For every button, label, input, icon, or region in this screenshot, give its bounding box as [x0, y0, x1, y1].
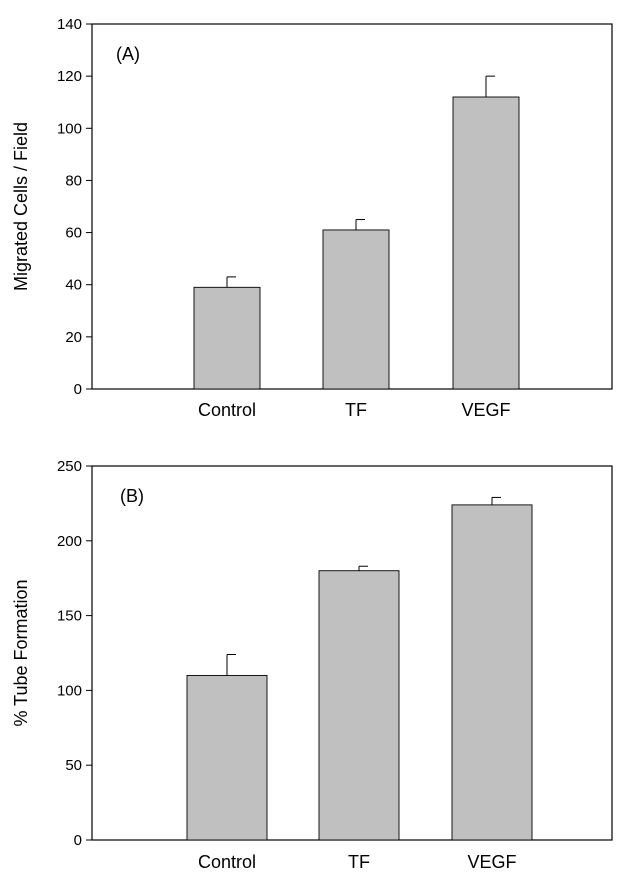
- y-tick-label: 140: [57, 16, 82, 33]
- category-label: VEGF: [461, 400, 510, 420]
- y-axis-title: Migrated Cells / Field: [11, 122, 31, 291]
- y-tick-label: 100: [57, 682, 82, 699]
- y-tick-label: 0: [74, 381, 82, 398]
- category-label: VEGF: [467, 852, 516, 872]
- category-label: Control: [198, 400, 256, 420]
- bar: [451, 504, 533, 841]
- panel-label: (A): [116, 44, 140, 64]
- y-tick-label: 120: [57, 68, 82, 85]
- bar: [318, 570, 400, 841]
- y-tick-label: 150: [57, 608, 82, 625]
- category-label: TF: [345, 400, 367, 420]
- bar: [193, 286, 261, 390]
- bar: [322, 229, 390, 390]
- category-label: TF: [348, 852, 370, 872]
- y-tick-label: 20: [65, 329, 82, 346]
- y-tick-label: 200: [57, 533, 82, 550]
- y-tick-label: 60: [65, 225, 82, 242]
- chart-panel-1: 0 50 100 150 200 250 Control TF VEGF % Tube Forma…: [11, 458, 613, 872]
- y-tick-label: 50: [65, 757, 82, 774]
- bar: [186, 674, 268, 841]
- y-tick-label: 80: [65, 172, 82, 189]
- category-label: Control: [198, 852, 256, 872]
- y-tick-label: 250: [57, 458, 82, 475]
- y-axis-title: % Tube Formation: [11, 579, 31, 726]
- bar: [452, 96, 520, 390]
- chart-panel-0: 0 20 40 60 80 100 120 140 Control TF VEGF Migrated …: [11, 16, 613, 420]
- panel-label: (B): [120, 486, 144, 506]
- y-tick-label: 100: [57, 120, 82, 137]
- y-tick-label: 40: [65, 277, 82, 294]
- y-tick-label: 0: [74, 832, 82, 849]
